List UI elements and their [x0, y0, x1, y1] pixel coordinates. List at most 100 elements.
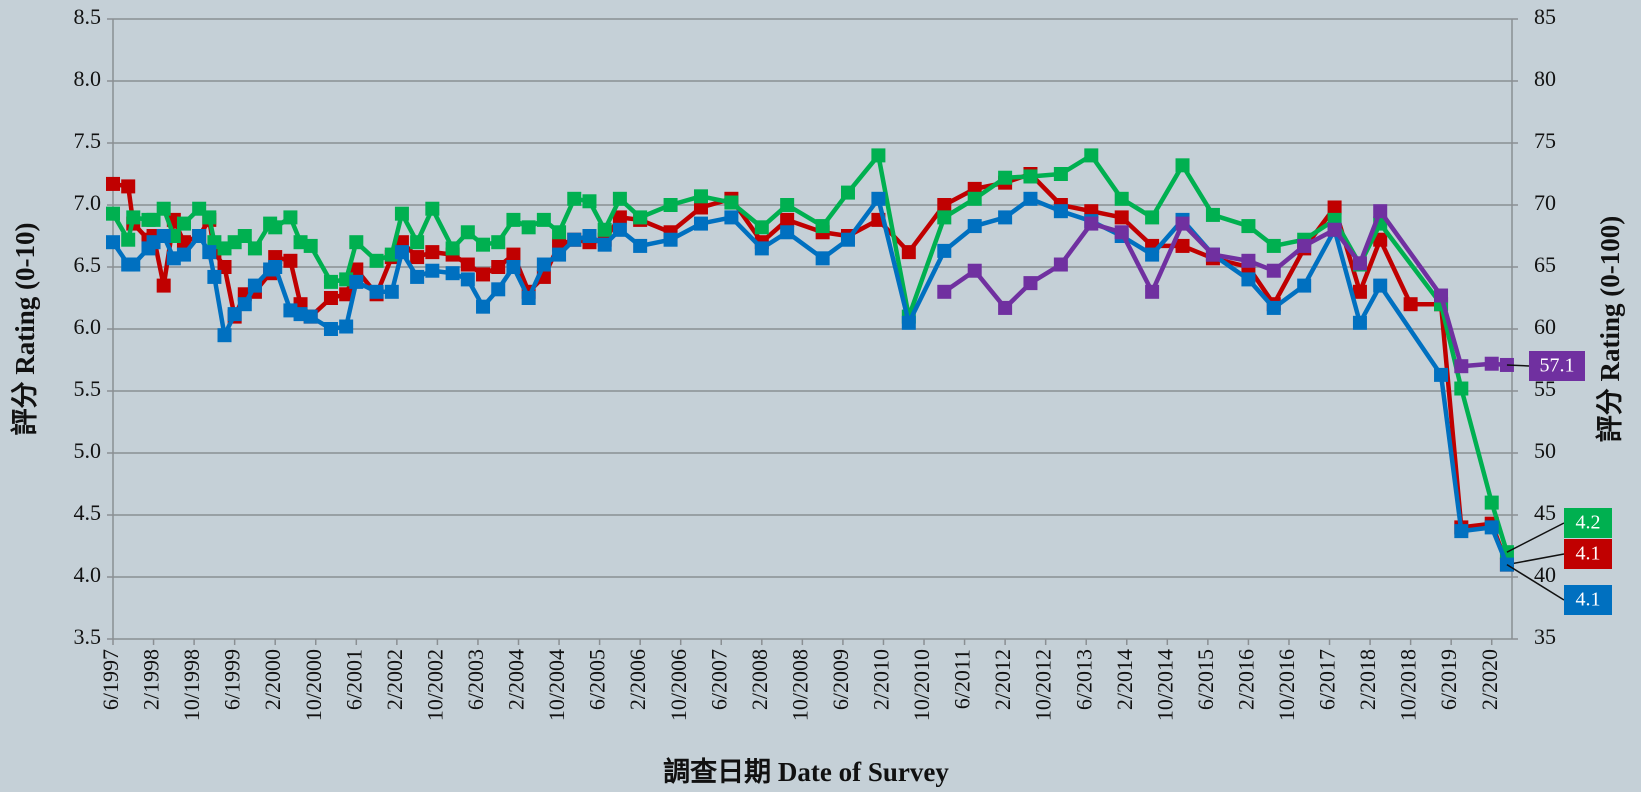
y2-tick-label: 80	[1534, 66, 1556, 91]
x-tick-label: 10/2000	[301, 649, 326, 721]
marker	[780, 225, 795, 240]
marker	[937, 198, 952, 212]
marker	[217, 328, 232, 343]
marker	[967, 191, 982, 206]
x-tick-label: 2/2008	[747, 649, 772, 710]
marker	[1373, 204, 1388, 219]
marker	[815, 219, 830, 234]
x-tick-label: 6/2009	[828, 649, 853, 710]
marker	[1352, 284, 1367, 299]
marker	[1175, 158, 1190, 173]
marker	[1327, 200, 1342, 215]
y-tick-label: 3.5	[74, 624, 102, 649]
marker	[967, 219, 982, 234]
marker	[445, 266, 460, 281]
marker	[1175, 238, 1190, 253]
marker	[460, 257, 475, 272]
marker	[283, 253, 298, 268]
marker	[1023, 169, 1038, 184]
x-tick-label: 6/2003	[463, 649, 488, 710]
marker	[146, 212, 161, 227]
y2-tick-label: 70	[1534, 190, 1556, 215]
marker	[633, 210, 648, 225]
marker	[1114, 191, 1129, 206]
marker	[445, 241, 460, 256]
y-tick-label: 6.0	[74, 314, 102, 339]
x-tick-label: 10/2004	[544, 649, 569, 721]
x-tick-label: 6/2005	[585, 649, 610, 710]
x-tick-label: 6/2007	[706, 649, 731, 710]
marker	[506, 247, 521, 262]
marker	[567, 232, 582, 247]
marker	[1434, 367, 1449, 382]
marker	[693, 216, 708, 231]
x-tick-label: 6/2001	[341, 649, 366, 710]
y-tick-label: 6.5	[74, 252, 102, 277]
x-tick-label: 2/2002	[382, 649, 407, 710]
marker	[901, 245, 916, 260]
marker	[506, 260, 521, 274]
marker	[1352, 315, 1367, 330]
marker	[1373, 278, 1388, 293]
value-label-box	[1564, 508, 1612, 538]
marker	[1266, 263, 1281, 278]
marker	[384, 284, 399, 299]
marker	[1023, 191, 1038, 206]
marker	[126, 210, 141, 225]
marker	[121, 232, 136, 247]
marker	[521, 291, 536, 305]
marker	[1241, 253, 1256, 268]
marker	[998, 210, 1013, 225]
marker	[582, 229, 597, 243]
marker	[1114, 210, 1129, 225]
marker	[1454, 359, 1469, 374]
marker	[323, 274, 338, 289]
marker	[840, 232, 855, 247]
value-label: 4.1	[1576, 589, 1601, 611]
marker	[552, 225, 567, 240]
x-tick-label: 2/2006	[625, 649, 650, 710]
x-tick-label: 2/2010	[869, 649, 894, 710]
marker	[693, 200, 708, 215]
marker	[247, 241, 262, 256]
marker	[1266, 300, 1281, 315]
marker	[460, 272, 475, 287]
marker	[663, 198, 678, 212]
marker	[491, 235, 506, 250]
y-tick-label: 5.5	[74, 376, 102, 401]
marker	[394, 206, 409, 221]
marker	[176, 216, 191, 231]
marker	[1205, 207, 1220, 222]
marker	[303, 238, 318, 253]
x-tick-label: 2/2016	[1233, 649, 1258, 710]
x-tick-label: 2/2020	[1477, 649, 1502, 710]
marker	[1454, 524, 1469, 539]
marker	[121, 179, 136, 194]
marker	[1175, 216, 1190, 231]
value-label: 4.2	[1576, 512, 1601, 534]
x-tick-label: 6/1999	[220, 649, 245, 710]
marker	[1241, 219, 1256, 234]
marker	[303, 309, 318, 324]
y2-tick-label: 40	[1534, 562, 1556, 587]
x-tick-label: 10/2012	[1031, 649, 1056, 721]
x-tick-label: 2/2000	[260, 649, 285, 710]
marker	[693, 189, 708, 204]
marker	[349, 235, 364, 250]
marker	[410, 269, 425, 284]
y2-tick-label: 50	[1534, 438, 1556, 463]
value-label: 57.1	[1540, 355, 1575, 377]
marker	[369, 284, 384, 299]
marker	[724, 210, 739, 225]
marker	[106, 235, 120, 250]
marker	[1352, 256, 1367, 271]
marker	[1023, 276, 1038, 291]
marker	[156, 229, 171, 243]
marker	[1484, 520, 1499, 535]
marker	[1145, 247, 1160, 262]
x-tick-label: 6/2019	[1436, 649, 1461, 710]
marker	[937, 210, 952, 225]
marker	[597, 237, 612, 252]
marker	[1053, 167, 1068, 181]
